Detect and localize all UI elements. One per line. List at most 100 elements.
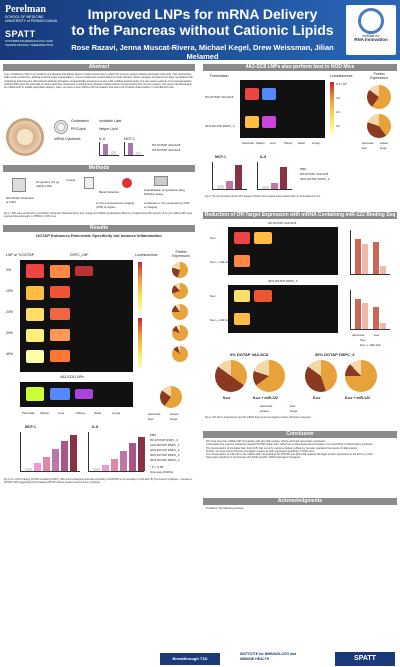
pie-30pct (172, 325, 188, 341)
col-luminescence-right: Luminescence (330, 74, 353, 78)
tick-2: 4.0 (336, 96, 340, 100)
legend-40pct: 40% DOTAP DSPC_3 (150, 458, 180, 462)
conclusion-bullet: The incorporation of ionizable lipid, 4A… (206, 446, 358, 450)
label-ionizable-lipid: Ionizable Lipid (99, 119, 122, 123)
results-left-title: DOTAP Enhances Pancreatic Specificity bu… (36, 233, 162, 238)
mcp1-bar (34, 463, 41, 471)
organ-pancreas: Pancreas (22, 411, 35, 415)
label-mrna-cytokines: mRNA Cytokines (54, 137, 81, 141)
mcp1-bar (25, 468, 32, 471)
perelman-logo-subtext: SCHOOL OF MEDICINE UNIVERSITY of PENNSYL… (5, 15, 58, 23)
conclusion-list: We have found an mRNA-LNP formulation wi… (206, 440, 394, 495)
ivis-signal (234, 255, 250, 267)
luminescence-scale (138, 262, 142, 312)
col-luminescence: Luminescence (135, 253, 158, 257)
chart-il6-title: IL-6 (92, 425, 99, 429)
row-10pct: 10% (6, 289, 14, 293)
legend-30pct: 30% DOTAP DSPC_3 (150, 453, 180, 457)
mir-pie-label-1: fLuc (223, 396, 231, 400)
chart-mcp1-title: MCP-1 (25, 425, 36, 429)
row-40pct: 40% (6, 352, 14, 356)
nod-chart-il6 (257, 162, 292, 190)
row-30pct: 30% (6, 331, 14, 335)
legend-pbs: PBS (150, 433, 157, 437)
organ-lungs: Lungs (112, 411, 121, 415)
mir-bar (362, 244, 368, 274)
nod-legend-liver: liver (362, 146, 368, 150)
conclusion-bullet: Further, we have shown that the formulat… (206, 449, 315, 453)
microfluidic-icon (12, 178, 26, 192)
nod-il6-bar (262, 186, 269, 189)
conclusion-bullet: Next steps would be to incorporate with … (206, 456, 302, 460)
fig3-caption: Fig 3. The top left panel shows IVIS ima… (205, 195, 323, 198)
perelman-logo-text: Perelman (5, 4, 46, 15)
title-line-1: Improved LNPs for mRNA Delivery (87, 6, 318, 22)
nod-legend-4a3: 0% DOTAP 4A3-SC8 (300, 172, 329, 176)
mir-row-mir-2: fLuc + miR-122 (210, 318, 231, 322)
nod-il6-bar (280, 167, 287, 189)
pie-40pct (172, 346, 188, 362)
methods-diagram: Microfluidic Production of LNPs IP injec… (4, 174, 194, 211)
mir-legend-liver: liver (290, 404, 296, 408)
fig2-caption: Fig 2. A) In IVIS imaging, DOTAP-contain… (4, 478, 193, 484)
nod-legend-pbs: PBS (300, 167, 307, 171)
nod-row-dspc: 30% DOTAP DSPC_3 (205, 124, 235, 128)
stats-p: * P < 0.05 (150, 465, 164, 469)
mir-bar (355, 239, 361, 274)
nod-pie-4a3 (367, 85, 391, 109)
stats-anova: One-way ANOVA (150, 470, 173, 474)
conclusion-header: Conclusion (203, 431, 397, 438)
mir-axis-liver: liver (374, 333, 380, 337)
results-header: Results (3, 225, 195, 232)
mir-bar-chart-a (350, 230, 390, 275)
method-step-luciferase: Luciferase or Cre expression by IVIS or … (144, 201, 190, 209)
mir-legend-spleen: spleen (260, 409, 269, 413)
abstract-bar (111, 151, 116, 155)
nod-ivis-image (240, 80, 325, 138)
pie-4a3 (160, 386, 182, 408)
rna-logo-line2: RNA Innovation (354, 37, 388, 42)
legend-lungs: lungs (170, 417, 178, 421)
method-step-injection: IP injection of 5 µg mRNA-LNPs (36, 180, 60, 188)
col-lnp-dotap: LNP w/ % DOTAP (6, 253, 35, 257)
ivis-signal (254, 232, 272, 244)
legend-0pct: 0% DOTAP DSPC_3 (150, 438, 178, 442)
chart-mcp1-left (20, 432, 80, 472)
pie-20pct (172, 304, 188, 320)
mir-pie-3 (305, 360, 337, 392)
iih-logo: INSTITUTE for IMMUNOLOGY and IMMUNE HEAL… (240, 652, 297, 661)
abstract-header: Abstract (3, 64, 195, 71)
plate-reader-icon (154, 176, 168, 186)
ivis-signal (234, 232, 250, 244)
nod-legend-dspc: 30% DOTAP DSPC_3 (300, 177, 330, 181)
mir-ivis-image-b (228, 285, 338, 333)
organ-spleen: Spleen (40, 411, 50, 415)
ivis-signal (50, 350, 70, 362)
methods-header: Methods (3, 165, 195, 172)
spatt-footer-logo: SPATT (335, 652, 395, 666)
poster-title: Improved LNPs for mRNA Delivery to the P… (70, 6, 335, 38)
ivis-signal (50, 265, 70, 278)
abstract-figure: Cholesterol PEG-lipid Ionizable Lipid He… (4, 115, 194, 160)
nod-il6-bar (271, 183, 278, 189)
mir-pie-label-2: fLuc + miR-122 (253, 396, 278, 400)
lnp-illustration (54, 120, 68, 134)
ivis-signal (50, 329, 70, 341)
nod-chart-mcp1 (212, 162, 247, 190)
ivis-signal (50, 308, 70, 320)
col-protein-expression: Protein Expression (172, 250, 190, 258)
nod-organ-heart: Heart (298, 141, 305, 145)
islet-illustration (6, 118, 44, 156)
nod-organ-lungs: Lungs (312, 141, 320, 145)
abstract-legend-5pct: 5% DOTAP 4A3-SC8 (152, 143, 181, 147)
ivis-signal (262, 88, 276, 100)
mcp1-bar (52, 449, 59, 471)
mir-row-mir-1: fLuc + miR-122 (210, 260, 231, 264)
label-cholesterol: Cholesterol (71, 119, 89, 123)
mir-row-fluc-1: fLuc (210, 236, 216, 240)
mir-legend-mir: fLuc + miR-122 (360, 343, 381, 347)
conclusion-bullet: It eliminates the need for positively ch… (206, 443, 374, 447)
il6-bar (129, 443, 136, 471)
blood-tube-icon (122, 178, 132, 188)
mir-bar (355, 299, 361, 329)
